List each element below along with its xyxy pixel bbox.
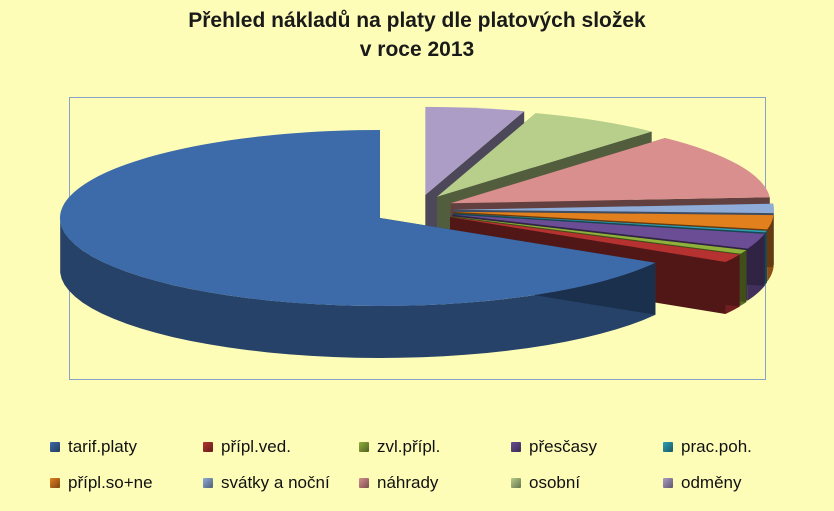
- pie-slice-side-0: [60, 220, 656, 358]
- pie-slice-top-1: [450, 217, 740, 262]
- pie-slice-0: [59, 130, 656, 358]
- pie-slice-top-8: [437, 113, 652, 197]
- chart-title-line-2: v roce 2013: [359, 38, 475, 61]
- pie-slice-top-2: [451, 216, 747, 254]
- pie-slice-top-5: [453, 211, 774, 230]
- pie-slice-top-9: [425, 106, 525, 195]
- pie-slice-top-0: [59, 130, 656, 306]
- pie-slice-top-6: [453, 203, 775, 214]
- chart-title: Přehled nákladů na platy dle platových s…: [0, 6, 834, 64]
- chart-title-line-1: Přehled nákladů na platy dle platových s…: [188, 9, 646, 32]
- pie-slice-top-4: [453, 213, 767, 233]
- pie-slice-top-7: [450, 138, 770, 204]
- pie-slice-top-3: [452, 214, 765, 249]
